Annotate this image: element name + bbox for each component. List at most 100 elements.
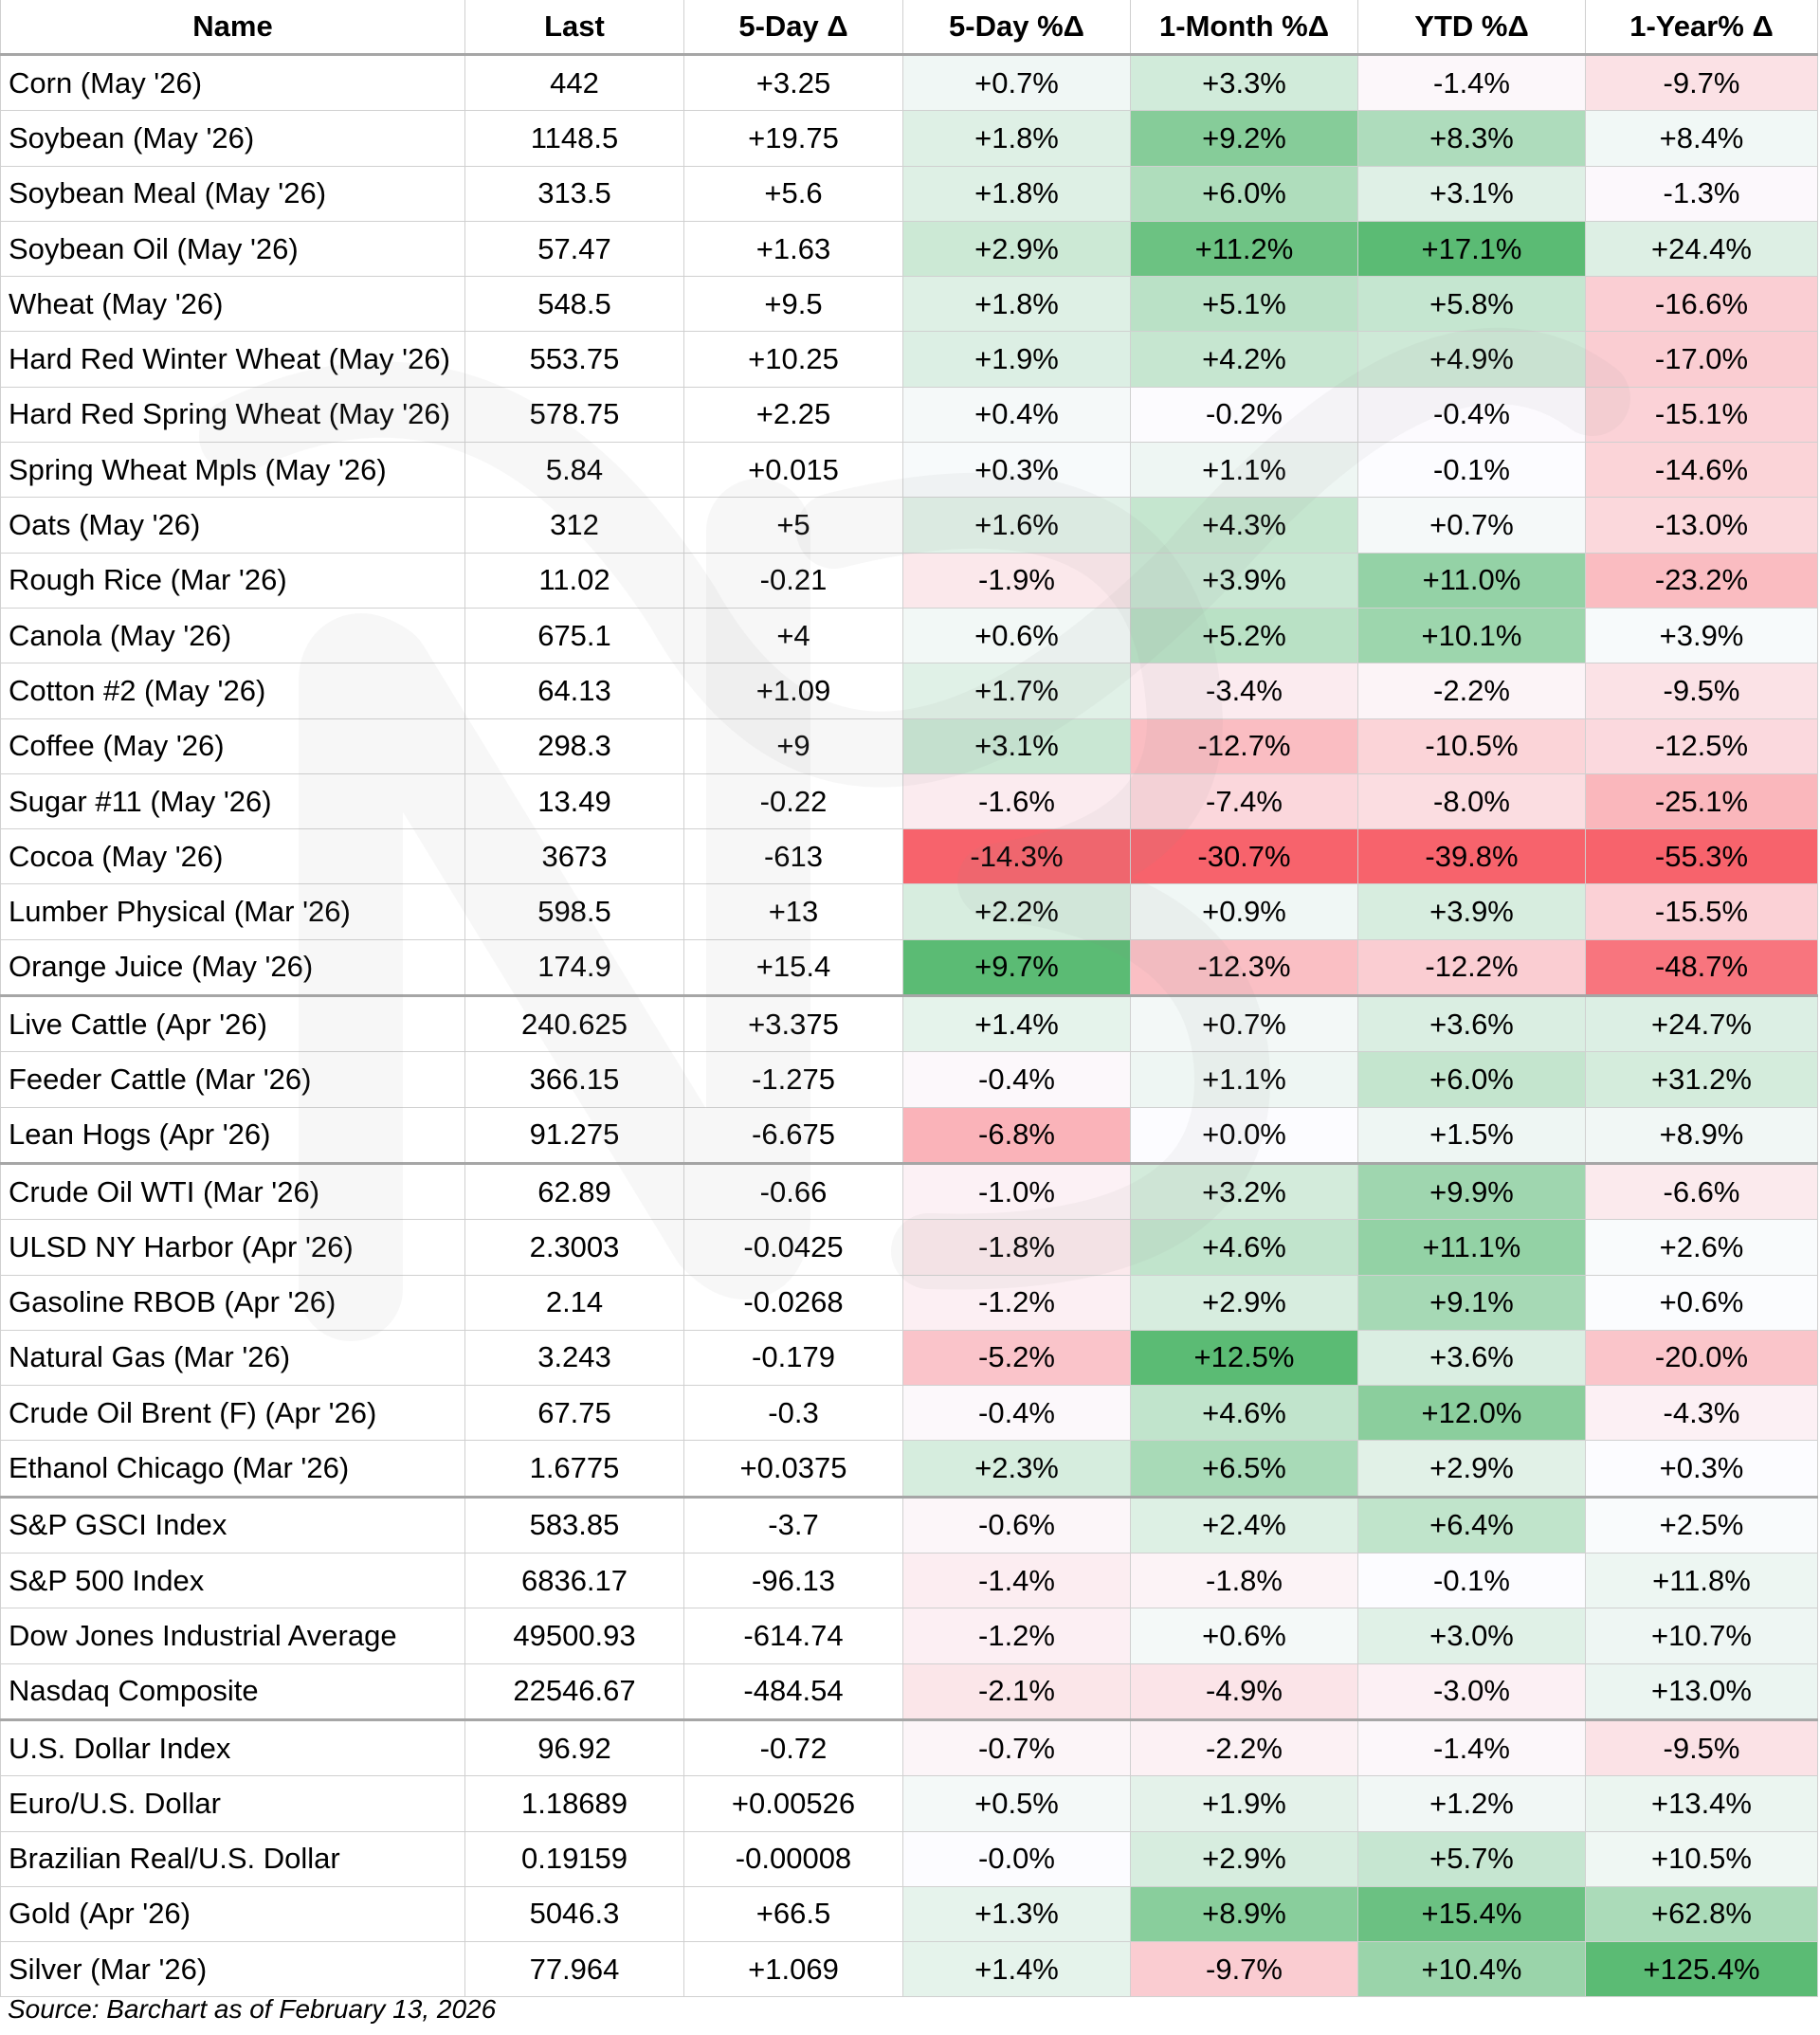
cell-1year-pct[interactable]: +2.5% xyxy=(1585,1496,1818,1554)
cell-1year-pct[interactable]: -4.3% xyxy=(1585,1385,1818,1442)
cell-5day-pct[interactable]: +1.6% xyxy=(902,497,1131,554)
cell-name[interactable]: Orange Juice (May '26) xyxy=(0,938,465,998)
cell-last[interactable]: 49500.93 xyxy=(464,1608,684,1664)
cell-name[interactable]: Dow Jones Industrial Average xyxy=(0,1608,465,1664)
cell-5day-pct[interactable]: -5.2% xyxy=(902,1329,1131,1387)
cell-ytd-pct[interactable]: +1.5% xyxy=(1357,1106,1586,1165)
cell-5day-pct[interactable]: +3.1% xyxy=(902,718,1131,774)
cell-last[interactable]: 67.75 xyxy=(464,1385,684,1442)
cell-ytd-pct[interactable]: +11.0% xyxy=(1357,552,1586,609)
header-1month-pct[interactable]: 1-Month %Δ xyxy=(1130,0,1358,56)
cell-1month-pct[interactable]: +6.0% xyxy=(1130,165,1358,222)
cell-1year-pct[interactable]: -1.3% xyxy=(1585,165,1818,222)
cell-last[interactable]: 0.19159 xyxy=(464,1830,684,1887)
cell-5day-change[interactable]: -6.675 xyxy=(683,1106,903,1165)
cell-ytd-pct[interactable]: -0.1% xyxy=(1357,442,1586,499)
cell-last[interactable]: 366.15 xyxy=(464,1051,684,1108)
cell-5day-pct[interactable]: -6.8% xyxy=(902,1106,1131,1165)
cell-last[interactable]: 1.6775 xyxy=(464,1440,684,1499)
cell-5day-pct[interactable]: -1.2% xyxy=(902,1608,1131,1664)
cell-ytd-pct[interactable]: -1.4% xyxy=(1357,53,1586,112)
cell-name[interactable]: Hard Red Winter Wheat (May '26) xyxy=(0,331,465,388)
cell-name[interactable]: Oats (May '26) xyxy=(0,497,465,554)
cell-5day-pct[interactable]: -0.7% xyxy=(902,1718,1131,1777)
cell-5day-change[interactable]: -0.3 xyxy=(683,1385,903,1442)
cell-ytd-pct[interactable]: +17.1% xyxy=(1357,220,1586,278)
cell-ytd-pct[interactable]: +3.0% xyxy=(1357,1608,1586,1664)
cell-name[interactable]: Gasoline RBOB (Apr '26) xyxy=(0,1274,465,1331)
cell-ytd-pct[interactable]: +0.7% xyxy=(1357,497,1586,554)
cell-1year-pct[interactable]: +8.9% xyxy=(1585,1106,1818,1165)
cell-1month-pct[interactable]: -30.7% xyxy=(1130,828,1358,885)
cell-1month-pct[interactable]: +3.3% xyxy=(1130,53,1358,112)
cell-1month-pct[interactable]: -12.7% xyxy=(1130,718,1358,774)
cell-5day-change[interactable]: +10.25 xyxy=(683,331,903,388)
cell-1month-pct[interactable]: +8.9% xyxy=(1130,1885,1358,1943)
header-5day-change[interactable]: 5-Day Δ xyxy=(683,0,903,56)
cell-5day-pct[interactable]: +0.6% xyxy=(902,607,1131,664)
cell-ytd-pct[interactable]: +15.4% xyxy=(1357,1885,1586,1943)
cell-5day-change[interactable]: -3.7 xyxy=(683,1496,903,1554)
cell-5day-change[interactable]: +5 xyxy=(683,497,903,554)
cell-5day-change[interactable]: +9.5 xyxy=(683,276,903,333)
cell-last[interactable]: 96.92 xyxy=(464,1718,684,1777)
header-5day-pct[interactable]: 5-Day %Δ xyxy=(902,0,1131,56)
cell-1year-pct[interactable]: +10.5% xyxy=(1585,1830,1818,1887)
cell-1year-pct[interactable]: -25.1% xyxy=(1585,772,1818,830)
cell-1month-pct[interactable]: +1.9% xyxy=(1130,1775,1358,1832)
cell-5day-pct[interactable]: -1.2% xyxy=(902,1274,1131,1331)
cell-ytd-pct[interactable]: -0.4% xyxy=(1357,386,1586,444)
cell-last[interactable]: 57.47 xyxy=(464,220,684,278)
cell-5day-change[interactable]: +2.25 xyxy=(683,386,903,444)
cell-name[interactable]: Live Cattle (Apr '26) xyxy=(0,995,465,1053)
cell-1month-pct[interactable]: +0.7% xyxy=(1130,995,1358,1053)
cell-1month-pct[interactable]: +0.0% xyxy=(1130,1106,1358,1165)
cell-5day-change[interactable]: +1.63 xyxy=(683,220,903,278)
cell-1month-pct[interactable]: +0.6% xyxy=(1130,1608,1358,1664)
cell-5day-pct[interactable]: +1.4% xyxy=(902,1941,1131,1998)
cell-1month-pct[interactable]: +4.2% xyxy=(1130,331,1358,388)
cell-1month-pct[interactable]: +2.4% xyxy=(1130,1496,1358,1554)
cell-5day-pct[interactable]: -1.6% xyxy=(902,772,1131,830)
cell-last[interactable]: 298.3 xyxy=(464,718,684,774)
cell-5day-pct[interactable]: +1.3% xyxy=(902,1885,1131,1943)
cell-ytd-pct[interactable]: +3.6% xyxy=(1357,1329,1586,1387)
cell-1month-pct[interactable]: +3.9% xyxy=(1130,552,1358,609)
cell-5day-change[interactable]: +0.00526 xyxy=(683,1775,903,1832)
cell-5day-pct[interactable]: -0.6% xyxy=(902,1496,1131,1554)
cell-last[interactable]: 22546.67 xyxy=(464,1663,684,1721)
cell-1year-pct[interactable]: -17.0% xyxy=(1585,331,1818,388)
cell-name[interactable]: Euro/U.S. Dollar xyxy=(0,1775,465,1832)
cell-name[interactable]: Ethanol Chicago (Mar '26) xyxy=(0,1440,465,1499)
cell-1year-pct[interactable]: -14.6% xyxy=(1585,442,1818,499)
cell-5day-pct[interactable]: -1.9% xyxy=(902,552,1131,609)
cell-ytd-pct[interactable]: +12.0% xyxy=(1357,1385,1586,1442)
cell-name[interactable]: Natural Gas (Mar '26) xyxy=(0,1329,465,1387)
cell-ytd-pct[interactable]: +5.8% xyxy=(1357,276,1586,333)
cell-name[interactable]: ULSD NY Harbor (Apr '26) xyxy=(0,1219,465,1276)
cell-5day-change[interactable]: +5.6 xyxy=(683,165,903,222)
cell-1month-pct[interactable]: -1.8% xyxy=(1130,1553,1358,1609)
cell-ytd-pct[interactable]: +10.1% xyxy=(1357,607,1586,664)
cell-name[interactable]: Cotton #2 (May '26) xyxy=(0,663,465,719)
cell-ytd-pct[interactable]: +11.1% xyxy=(1357,1219,1586,1276)
cell-1year-pct[interactable]: -9.5% xyxy=(1585,1718,1818,1777)
cell-ytd-pct[interactable]: -12.2% xyxy=(1357,938,1586,998)
cell-1year-pct[interactable]: -55.3% xyxy=(1585,828,1818,885)
cell-last[interactable]: 11.02 xyxy=(464,552,684,609)
cell-name[interactable]: Lumber Physical (Mar '26) xyxy=(0,883,465,940)
cell-1year-pct[interactable]: +8.4% xyxy=(1585,110,1818,167)
cell-ytd-pct[interactable]: +9.9% xyxy=(1357,1162,1586,1221)
cell-name[interactable]: Feeder Cattle (Mar '26) xyxy=(0,1051,465,1108)
cell-name[interactable]: Silver (Mar '26) xyxy=(0,1941,465,1998)
cell-1month-pct[interactable]: -4.9% xyxy=(1130,1663,1358,1721)
cell-1month-pct[interactable]: +0.9% xyxy=(1130,883,1358,940)
cell-1year-pct[interactable]: -9.5% xyxy=(1585,663,1818,719)
cell-5day-pct[interactable]: +0.3% xyxy=(902,442,1131,499)
cell-name[interactable]: Lean Hogs (Apr '26) xyxy=(0,1106,465,1165)
cell-ytd-pct[interactable]: -10.5% xyxy=(1357,718,1586,774)
cell-1month-pct[interactable]: +4.3% xyxy=(1130,497,1358,554)
cell-last[interactable]: 77.964 xyxy=(464,1941,684,1998)
cell-ytd-pct[interactable]: +3.6% xyxy=(1357,995,1586,1053)
cell-name[interactable]: Spring Wheat Mpls (May '26) xyxy=(0,442,465,499)
